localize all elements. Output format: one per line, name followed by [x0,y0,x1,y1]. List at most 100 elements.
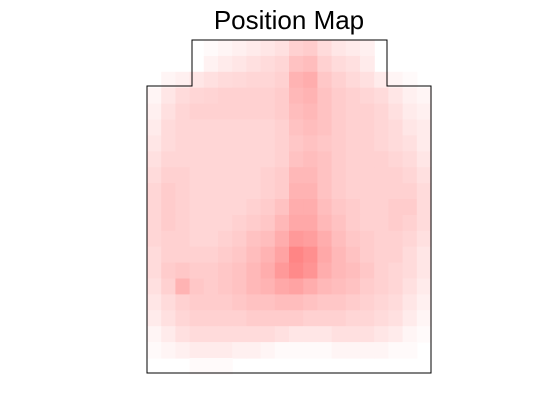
heatmap-cell [331,199,347,216]
heatmap-cell [303,135,318,152]
heatmap-cell [218,167,233,184]
heatmap-cell [345,214,361,232]
heatmap-cell [374,294,389,311]
heatmap-cell [402,135,418,152]
heatmap-cell [416,119,432,136]
heatmap-cell [345,55,361,73]
heatmap-cell [203,135,219,152]
heatmap-cell [189,278,205,295]
heatmap-cell [189,151,205,168]
heatmap-cell [203,262,219,280]
heatmap-cell [360,326,375,343]
heatmap-cell [416,230,432,248]
heatmap-cell [416,310,432,327]
heatmap-cell [303,119,318,136]
heatmap-cell [274,103,290,121]
heatmap-cell [416,87,432,105]
heatmap-cell [345,119,361,136]
heatmap-cell [274,167,290,184]
heatmap-cell [402,71,418,89]
heatmap-cell [402,103,418,121]
heatmap-cell [360,87,375,105]
heatmap-cell [246,199,262,216]
heatmap-cell [175,230,191,248]
heatmap-cell [360,103,375,121]
heatmap-cell [303,87,318,105]
heatmap-cell [303,71,318,89]
heatmap-cell [289,71,304,89]
heatmap-cell [147,103,162,121]
heatmap-cell [402,230,418,248]
heatmap-cell [175,135,191,152]
heatmap-cell [289,167,304,184]
heatmap-cell [175,183,191,200]
heatmap-cell [189,310,205,327]
heatmap-cell [374,342,389,359]
heatmap-cell [203,55,219,73]
heatmap-cell [289,230,304,248]
heatmap-cell [345,262,361,280]
heatmap-cell [360,294,375,311]
heatmap-cell [317,119,333,136]
heatmap-cell [402,278,418,295]
heatmap-cell [260,278,276,295]
heatmap-cell [260,183,276,200]
heatmap-cell [260,262,276,280]
heatmap-cell [360,40,375,57]
heatmap-cell [232,167,247,184]
heatmap-cell [189,183,205,200]
heatmap-cell [374,151,389,168]
heatmap-cell [203,103,219,121]
heatmap-cell [317,55,333,73]
heatmap-cell [416,199,432,216]
heatmap-cell [175,119,191,136]
heatmap-cell [203,278,219,295]
heatmap-cell [402,167,418,184]
heatmap-cell [317,71,333,89]
heatmap-cell [203,119,219,136]
heatmap-cell [274,119,290,136]
heatmap-cell [374,278,389,295]
heatmap-cell [218,87,233,105]
heatmap-cell [402,183,418,200]
heatmap-cell [416,151,432,168]
heatmap-cell [360,278,375,295]
heatmap-cell [260,167,276,184]
heatmap-cell [147,342,162,359]
heatmap-cell [218,119,233,136]
heatmap-cell [274,183,290,200]
heatmap-cell [303,167,318,184]
heatmap-cell [161,87,176,105]
heatmap-cell [303,230,318,248]
heatmap-cell [345,294,361,311]
heatmap-cell [232,294,247,311]
heatmap-cell [345,151,361,168]
heatmap-cell [317,40,333,57]
heatmap-cell [317,87,333,105]
heatmap-cell [317,230,333,248]
heatmap-cell [260,55,276,73]
heatmap-cell [374,310,389,327]
heatmap-cell [203,71,219,89]
heatmap-cell [374,230,389,248]
heatmap-cell [345,199,361,216]
heatmap-cell [331,294,347,311]
heatmap-cell [161,167,176,184]
heatmap-cell [274,294,290,311]
heatmap-cell [203,87,219,105]
heatmap-cell [161,119,176,136]
heatmap-cell [345,278,361,295]
heatmap-cell [246,342,262,359]
heatmap-cell [360,342,375,359]
heatmap-cell [175,167,191,184]
heatmap-cells [147,40,432,375]
heatmap-cell [189,199,205,216]
heatmap-cell [232,342,247,359]
heatmap-cell [203,199,219,216]
heatmap-cell [232,87,247,105]
heatmap-cell [274,199,290,216]
heatmap-cell [232,135,247,152]
heatmap-cell [317,278,333,295]
heatmap-cell [203,358,219,375]
heatmap-cell [218,151,233,168]
